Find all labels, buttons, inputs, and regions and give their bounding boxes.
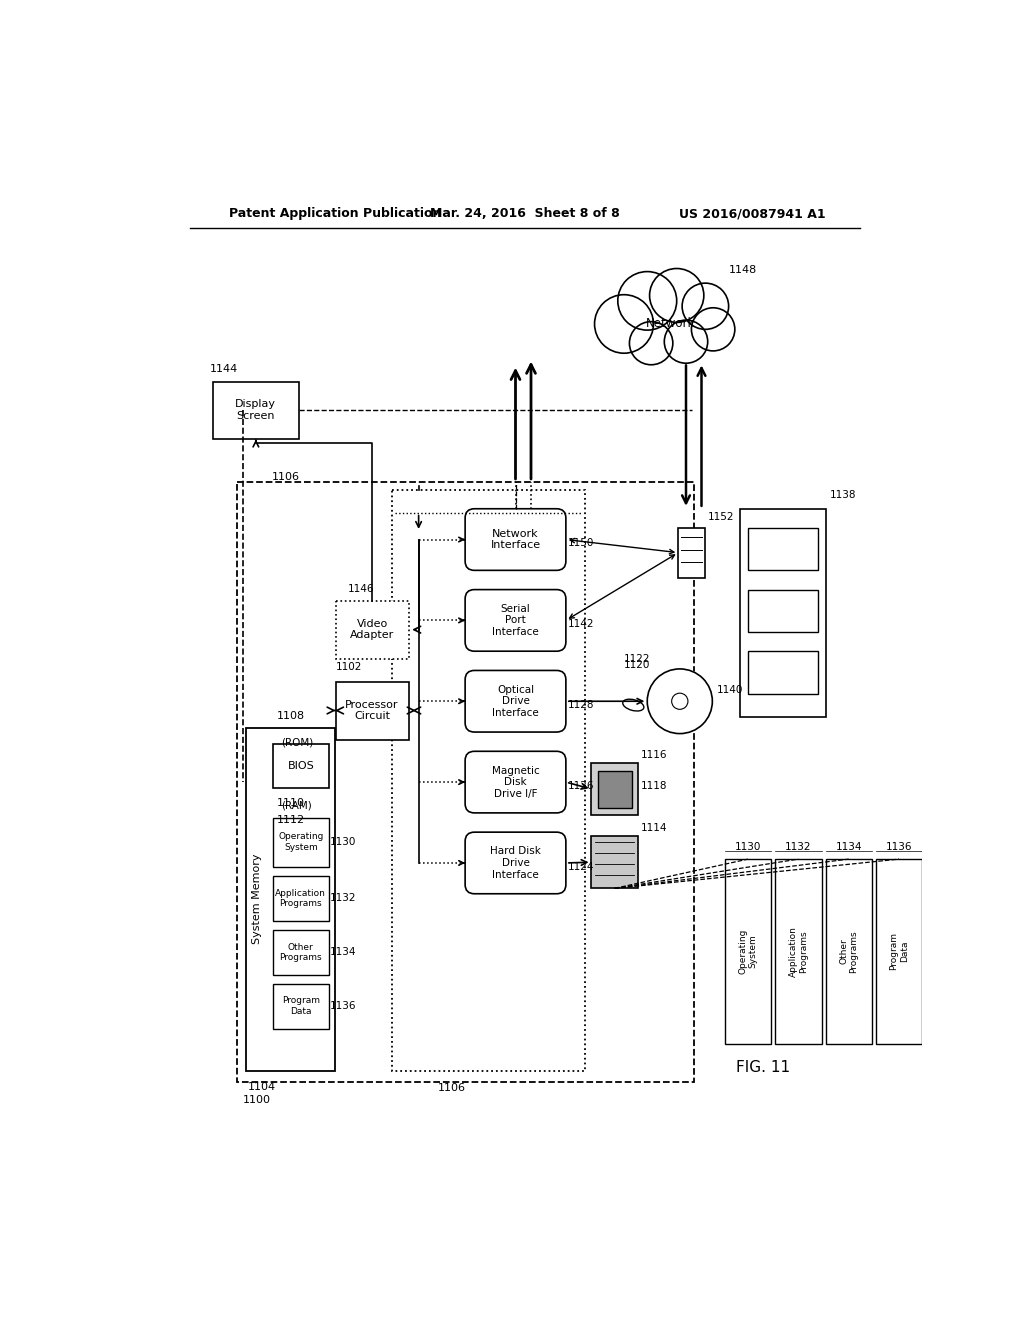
Text: Processor
Circuit: Processor Circuit [345, 700, 399, 721]
Text: Network: Network [646, 317, 695, 330]
FancyBboxPatch shape [465, 832, 566, 894]
Bar [336, 682, 410, 739]
Bar [678, 528, 706, 578]
Bar [246, 729, 335, 1071]
Text: Display
Screen: Display Screen [236, 400, 276, 421]
Text: Operating
System: Operating System [738, 929, 758, 974]
Bar [876, 859, 923, 1044]
Text: System Memory: System Memory [252, 854, 262, 944]
FancyBboxPatch shape [465, 751, 566, 813]
Text: Other
Programs: Other Programs [280, 942, 323, 962]
Text: 1126: 1126 [568, 781, 595, 791]
Bar [775, 859, 821, 1044]
Text: 1122: 1122 [624, 653, 650, 664]
Bar [273, 743, 329, 788]
Text: Mar. 24, 2016  Sheet 8 of 8: Mar. 24, 2016 Sheet 8 of 8 [430, 207, 620, 220]
Ellipse shape [623, 700, 644, 711]
Bar [725, 859, 771, 1044]
Text: 1124: 1124 [568, 862, 595, 871]
Text: 1110: 1110 [276, 797, 305, 808]
Text: Network
Interface: Network Interface [490, 529, 541, 550]
Bar [213, 381, 299, 440]
Text: 1134: 1134 [331, 948, 356, 957]
Text: 1102: 1102 [336, 661, 362, 672]
Bar [748, 590, 818, 632]
Text: 1106: 1106 [438, 1084, 466, 1093]
Circle shape [617, 272, 677, 330]
Text: 1150: 1150 [568, 539, 595, 548]
Text: 1130: 1130 [735, 842, 761, 851]
Text: US 2016/0087941 A1: US 2016/0087941 A1 [679, 207, 825, 220]
Text: BIOS: BIOS [288, 760, 314, 771]
Text: 1118: 1118 [641, 781, 668, 791]
Bar [273, 929, 329, 974]
Text: Program
Data: Program Data [890, 932, 909, 970]
Bar [748, 651, 818, 693]
Bar [825, 859, 872, 1044]
Text: 1116: 1116 [641, 750, 668, 760]
Bar [336, 601, 410, 659]
Text: 1120: 1120 [624, 660, 650, 671]
Text: 1106: 1106 [271, 473, 299, 482]
FancyBboxPatch shape [465, 508, 566, 570]
Circle shape [649, 268, 703, 322]
Bar [273, 876, 329, 921]
Circle shape [595, 294, 653, 354]
Text: 1104: 1104 [248, 1081, 276, 1092]
Text: 1136: 1136 [331, 1001, 356, 1011]
Text: 1144: 1144 [209, 364, 238, 375]
Text: Video
Adapter: Video Adapter [350, 619, 394, 640]
Text: 1146: 1146 [347, 583, 374, 594]
Circle shape [665, 321, 708, 363]
Bar [273, 817, 329, 867]
Text: Optical
Drive
Interface: Optical Drive Interface [493, 685, 539, 718]
Text: 1148: 1148 [729, 265, 757, 275]
Bar [391, 490, 586, 1071]
Bar [740, 508, 825, 717]
Text: Patent Application Publication: Patent Application Publication [228, 207, 441, 220]
Text: Other
Programs: Other Programs [839, 931, 858, 973]
Text: FIG. 11: FIG. 11 [736, 1060, 791, 1074]
Text: (ROM): (ROM) [281, 737, 313, 747]
Text: Application
Programs: Application Programs [275, 888, 327, 908]
Bar [237, 482, 693, 1082]
Text: 1128: 1128 [568, 700, 595, 710]
Circle shape [630, 322, 673, 364]
Text: Hard Disk
Drive
Interface: Hard Disk Drive Interface [490, 846, 541, 879]
FancyBboxPatch shape [465, 671, 566, 733]
Bar [592, 836, 638, 888]
FancyBboxPatch shape [465, 590, 566, 651]
Text: 1140: 1140 [717, 685, 743, 694]
Text: 1152: 1152 [708, 512, 734, 523]
Text: Application
Programs: Application Programs [788, 927, 808, 977]
Text: Magnetic
Disk
Drive I/F: Magnetic Disk Drive I/F [492, 766, 540, 799]
Text: 1142: 1142 [568, 619, 595, 630]
Circle shape [647, 669, 713, 734]
Circle shape [691, 308, 735, 351]
Text: 1132: 1132 [331, 894, 356, 903]
Text: 1108: 1108 [276, 711, 305, 721]
Text: Operating
System: Operating System [279, 833, 324, 851]
Text: 1132: 1132 [785, 842, 812, 851]
Text: Program
Data: Program Data [282, 997, 319, 1016]
Bar [592, 763, 638, 816]
Circle shape [682, 284, 729, 330]
Text: 1130: 1130 [331, 837, 356, 847]
Text: 1114: 1114 [641, 824, 668, 833]
Text: Serial
Port
Interface: Serial Port Interface [493, 603, 539, 638]
Text: 1134: 1134 [836, 842, 862, 851]
Bar [598, 771, 632, 808]
Text: 1112: 1112 [276, 816, 305, 825]
Text: 1138: 1138 [829, 490, 856, 500]
Text: (RAM): (RAM) [282, 800, 312, 810]
Text: 1100: 1100 [243, 1094, 270, 1105]
Text: 1136: 1136 [886, 842, 912, 851]
Bar [273, 983, 329, 1028]
Bar [748, 528, 818, 570]
